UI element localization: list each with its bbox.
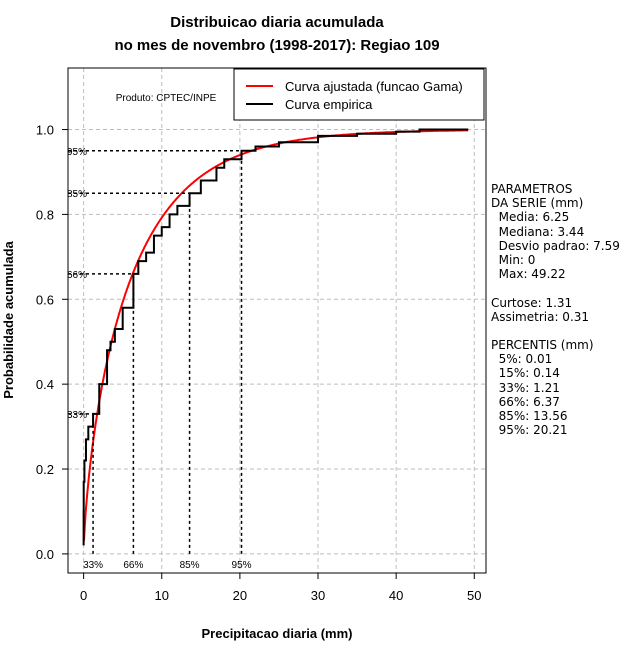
stat-line: 5%: 0.01	[491, 352, 553, 367]
y-tick-label: 0.6	[36, 292, 54, 307]
x-tick-label: 10	[155, 588, 169, 603]
fitted-gamma-curve	[83, 129, 469, 541]
legend-label-fitted: Curva ajustada (funcao Gama)	[285, 79, 463, 94]
percentile-label-x: 66%	[123, 560, 143, 571]
x-tick-label: 30	[311, 588, 325, 603]
percentile-label-y: 33%	[67, 410, 87, 421]
legend-label-empirical: Curva empirica	[285, 97, 373, 112]
chart-title-line2: no mes de novembro (1998-2017): Regiao 1…	[114, 37, 439, 54]
stat-line: Min: 0	[491, 252, 536, 267]
stat-line: 66%: 6.37	[491, 394, 560, 409]
x-tick-label: 20	[233, 588, 247, 603]
stat-line: Mediana: 3.44	[491, 224, 585, 239]
y-tick-label: 1.0	[36, 123, 54, 138]
y-tick-label: 0.2	[36, 462, 54, 477]
empirical-curve	[82, 128, 469, 546]
stat-line: Assimetria: 0.31	[491, 309, 590, 324]
stat-line: 33%: 1.21	[491, 380, 560, 395]
y-tick-label: 0.0	[36, 547, 54, 562]
y-tick-label: 0.4	[36, 377, 54, 392]
x-tick-label: 0	[80, 588, 87, 603]
x-axis-label: Precipitacao diaria (mm)	[202, 626, 353, 641]
y-tick-label: 0.8	[36, 207, 54, 222]
x-tick-label: 50	[467, 588, 481, 603]
percentile-label-y: 95%	[67, 147, 87, 158]
stat-line	[491, 281, 620, 295]
stat-line: PARAMETROS	[491, 182, 573, 196]
stat-line: 95%: 20.21	[491, 423, 568, 438]
percentile-label-y: 66%	[67, 270, 87, 281]
stat-line	[491, 324, 620, 338]
x-tick-label: 40	[389, 588, 403, 603]
percentile-label-y: 85%	[67, 189, 87, 200]
stat-line: Media: 6.25	[491, 210, 570, 225]
stat-line: Desvio padrao: 7.59	[491, 238, 620, 253]
stat-line: PERCENTIS (mm)	[491, 338, 594, 353]
stat-line: 85%: 13.56	[491, 409, 568, 423]
y-axis-label: Probabilidade acumulada	[1, 240, 16, 398]
stat-line: Max: 49.22	[491, 267, 566, 282]
percentile-label-x: 95%	[232, 560, 252, 571]
percentile-label-x: 33%	[83, 560, 103, 571]
plot-frame	[67, 67, 487, 574]
percentile-label-x: 85%	[180, 560, 200, 571]
stat-line: DA SERIE (mm)	[491, 196, 584, 211]
legend: Curva ajustada (funcao Gama) Curva empir…	[233, 68, 485, 121]
stat-line: Curtose: 1.31	[491, 295, 573, 310]
stat-line: 15%: 0.14	[491, 366, 560, 381]
product-label: Produto: CPTEC/INPE	[116, 93, 217, 104]
chart-title-line1: Distribuicao diaria acumulada	[170, 14, 384, 31]
statistics-panel: PARAMETROS DA SERIE (mm) Media: 6.25 Medi…	[491, 182, 620, 437]
